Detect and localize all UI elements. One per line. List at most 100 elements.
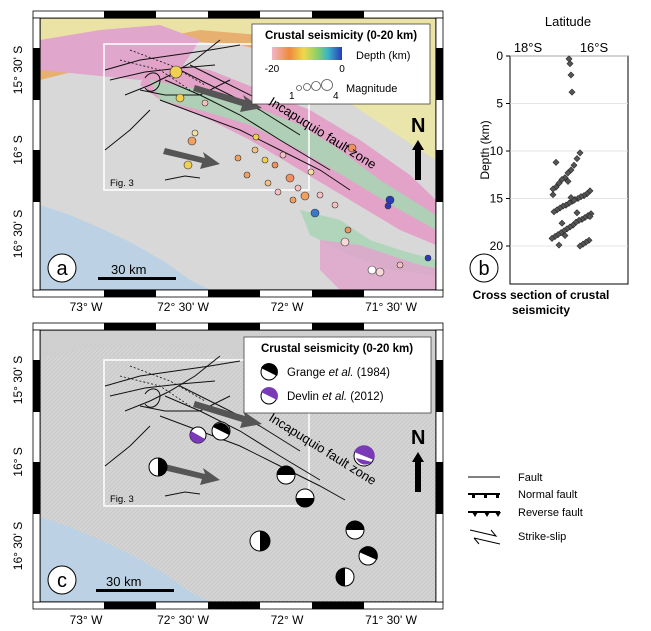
lat-tick-16s: 16°S <box>580 40 609 55</box>
panel-a-label: a <box>56 258 68 280</box>
depth-point <box>558 219 566 227</box>
depth-point <box>567 71 575 79</box>
geology-pink-s <box>320 240 436 290</box>
north-label-a: N <box>411 115 425 137</box>
legend-a-title: Crustal seismicity (0-20 km) <box>265 30 417 42</box>
lon-label-a-1: 73° W <box>70 300 103 314</box>
panel-b-y-ticks: 0 5 10 15 20 <box>490 49 510 253</box>
legend-a-box <box>251 23 431 105</box>
panel-c-border-ticks <box>32 322 444 610</box>
panel-c-map: Crustal seismicity (0-20 km) Grange et a… <box>11 322 444 627</box>
fault-legend: Fault Normal fault Reverse fault Strike-… <box>468 472 583 545</box>
focal-mechanism-grange <box>276 465 296 485</box>
focal-mechanism-grange <box>211 421 231 441</box>
panel-b-label: b <box>478 258 489 280</box>
depth-point <box>548 234 556 242</box>
focal-mechanism-devlin <box>353 445 375 467</box>
scale-label-c: 30 km <box>106 574 141 589</box>
lat-label-a-2: 16° S <box>11 135 25 164</box>
lat-label-c-1: 15° 30' S <box>11 356 25 404</box>
depth-point <box>561 232 569 240</box>
depth-point <box>550 208 558 216</box>
strike-slip-arrow-s <box>163 148 220 169</box>
legend-grange-symbol <box>260 363 278 381</box>
panel-b-chart: Latitude 18°S 16°S 0 5 10 15 20 Depth (km) b… <box>469 14 629 317</box>
focal-mechanism-grange <box>295 488 315 508</box>
depth-point <box>573 155 581 163</box>
legend-c-title: Crustal seismicity (0-20 km) <box>261 343 413 355</box>
fault-legend-strike-slip: Strike-slip <box>518 531 566 543</box>
focal-mechanism-grange <box>148 457 168 477</box>
strike-slip-arrow-c-s <box>163 464 220 485</box>
focal-mechanism-grange <box>345 520 365 540</box>
panel-b-caption-1: Cross section of crustal <box>473 288 610 302</box>
depth-point <box>555 241 563 249</box>
lat-label-a-1: 15° 30' S <box>11 46 25 94</box>
panel-c-label-circle <box>47 565 77 595</box>
ocean-c <box>40 517 210 602</box>
ocean <box>40 205 210 290</box>
scale-bar-a <box>98 277 176 280</box>
lon-label-c-4: 71° 30' W <box>365 613 417 627</box>
geology-green-s <box>300 210 436 275</box>
lat-tick-18s: 18°S <box>514 40 543 55</box>
fault-legend-reverse: Reverse fault <box>518 507 583 519</box>
mag-max-label: 4 <box>333 91 339 102</box>
panel-b-ylabel: Depth (km) <box>478 120 492 179</box>
north-arrow-a <box>412 140 424 180</box>
depth-point <box>568 88 576 96</box>
fault-dashed-c <box>119 365 206 407</box>
lat-label-a-3: 16° 30' S <box>11 210 25 258</box>
depth-point <box>549 185 557 193</box>
panel-b-label-circle <box>469 253 499 283</box>
depth-tick-label: 15 <box>490 192 504 206</box>
normal-fault-symbol <box>468 493 500 498</box>
lon-label-a-4: 71° 30' W <box>365 300 417 314</box>
magnitude-label: Magnitude <box>346 83 397 95</box>
strike-slip-arrow-n <box>193 85 262 112</box>
panel-a-border-ticks <box>32 10 444 298</box>
depth-tick-label: 20 <box>490 239 504 253</box>
depth-point <box>566 60 574 68</box>
reverse-fault-symbol <box>468 511 501 517</box>
depth-min-label: -20 <box>265 64 280 75</box>
depth-label: Depth (km) <box>356 50 410 62</box>
lon-label-a-2: 72° 30' W <box>157 300 209 314</box>
focal-mechanisms <box>148 421 378 587</box>
magnitude-scale-circles <box>296 79 333 91</box>
depth-point <box>564 169 572 177</box>
depth-point <box>565 55 573 63</box>
depth-point <box>573 209 581 217</box>
depth-point <box>567 194 575 202</box>
fig3-box <box>103 43 310 191</box>
depth-point <box>564 177 572 185</box>
panel-b-caption-2: seismicity <box>512 303 570 317</box>
scale-bar-c <box>96 589 174 592</box>
legend-devlin-label: Devlin et al. (2012) <box>287 391 384 403</box>
north-label-c: N <box>411 427 425 449</box>
fig3-box-c <box>103 359 310 507</box>
lat-label-c-3: 16° 30' S <box>11 522 25 570</box>
focal-mechanism-devlin <box>189 426 207 444</box>
depth-max-label: 0 <box>339 64 345 75</box>
fault-legend-fault: Fault <box>518 472 542 484</box>
focal-mechanism-grange <box>358 546 378 566</box>
earthquake-markers <box>169 65 432 277</box>
legend-devlin-symbol <box>260 387 278 405</box>
legend-grange-label: Grange et al. (1984) <box>287 367 390 379</box>
focal-mechanism-grange <box>335 567 355 587</box>
strike-slip-arrow-c-n <box>193 401 262 428</box>
depth-point <box>576 149 584 157</box>
panel-a-map: Crustal seismicity (0-20 km) -20 0 Depth… <box>11 10 444 314</box>
depth-point <box>576 242 584 250</box>
fault-legend-normal: Normal fault <box>518 489 577 501</box>
fig3-label-a: Fig. 3 <box>110 178 134 189</box>
fault-dashed <box>119 49 206 91</box>
depth-tick-label: 0 <box>496 49 503 63</box>
panel-b-points <box>548 55 595 250</box>
lon-label-c-1: 73° W <box>70 613 103 627</box>
strike-slip-symbol <box>469 529 501 545</box>
mag-min-label: 1 <box>289 91 295 102</box>
lat-label-c-2: 16° S <box>11 447 25 476</box>
